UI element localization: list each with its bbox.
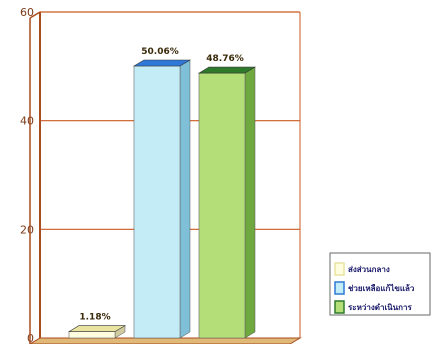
data-label: 50.06% — [141, 47, 179, 57]
bars — [67, 59, 257, 339]
bar-top — [132, 59, 192, 67]
data-label: 48.76% — [206, 54, 244, 64]
legend-label: ส่งส่วนกลาง — [348, 265, 390, 274]
legend-box — [329, 252, 431, 316]
bar-2 — [132, 59, 192, 339]
legend-swatch — [334, 262, 345, 276]
y-tick-label: 20 — [20, 223, 34, 236]
y-tick-label: 60 — [20, 6, 34, 19]
bar-top — [67, 325, 127, 332]
bar-3 — [197, 66, 257, 339]
bar-side — [179, 59, 191, 339]
y-axis-cap — [29, 11, 41, 19]
y-tick-label: 40 — [20, 115, 34, 128]
bar-top — [197, 66, 257, 74]
legend-label: ช่วยเหลือแก้ไขแล้ว — [348, 283, 415, 293]
bar-front — [198, 72, 246, 339]
legend-swatch — [334, 300, 345, 314]
data-label: 1.18% — [79, 313, 110, 323]
chart-floor — [28, 337, 302, 345]
bar-1 — [67, 325, 127, 339]
bar-front — [68, 331, 116, 339]
legend-label: ระหว่างดำเนินการ — [348, 303, 412, 312]
legend-swatch — [334, 281, 345, 295]
bar-front — [133, 65, 181, 339]
data-labels: 1.18% 50.06% 48.76% — [79, 47, 243, 323]
legend: ส่งส่วนกลางช่วยเหลือแก้ไขแล้วระหว่างดำเน… — [329, 252, 431, 316]
bar-side — [244, 66, 256, 339]
